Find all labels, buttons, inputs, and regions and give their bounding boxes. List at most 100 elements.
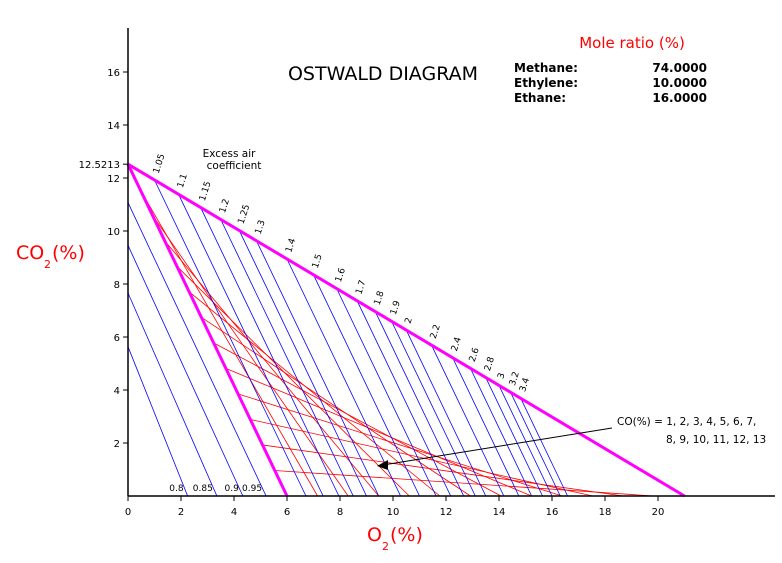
excess-air-line — [178, 194, 324, 497]
x-tick-label: 10 — [387, 507, 400, 518]
excess-air-title-line2: coefficient — [207, 160, 262, 172]
excess-air-label: 1.05 — [152, 153, 168, 175]
x-tick-label: 2 — [178, 507, 184, 518]
excess-air-title-line1: Excess air — [203, 148, 257, 160]
excess-air-label: 1.7 — [354, 279, 368, 296]
x-tick-label: 6 — [284, 507, 290, 518]
excess-air-line — [238, 230, 367, 497]
x-tick-label: 4 — [231, 507, 237, 518]
excess-air-labels-group: 1.051.1 1.151.2 1.251.31.41.51.61.71.81.92… — [152, 153, 532, 494]
excess-air-label: 2 — [404, 316, 415, 325]
excess-air-line — [431, 345, 505, 497]
x-tick-label: 16 — [546, 507, 559, 518]
y-tick-label: 12 — [107, 174, 120, 185]
y-axis-label-main: CO — [16, 242, 44, 264]
excess-air-line — [470, 368, 532, 497]
excess-air-line — [510, 392, 561, 497]
x-axis-label-main: O — [367, 524, 382, 546]
co-line — [176, 265, 410, 497]
excess-air-line — [200, 207, 340, 497]
excess-air-line — [520, 398, 568, 497]
y-axis-label-sub: 2 — [44, 258, 51, 271]
x-tick-label: 12 — [440, 507, 453, 518]
y-axis-label-unit: (%) — [52, 242, 85, 264]
co-line — [213, 342, 502, 497]
y-tick-label: 16 — [107, 68, 120, 79]
low-air-line — [127, 292, 218, 497]
excess-air-label: 1.2 — [218, 198, 232, 215]
low-air-line — [127, 245, 244, 497]
excess-air-lines-group — [127, 179, 568, 497]
excess-air-label: 1.25 — [237, 203, 253, 225]
co-line — [225, 368, 532, 497]
excess-air-line — [154, 179, 307, 497]
excess-air-label: 3.4 — [518, 376, 532, 393]
x-tick-label: 0 — [125, 507, 131, 518]
y-tick-label: 2 — [114, 439, 120, 450]
co-annotation-line2: 8, 9, 10, 11, 12, 13 — [666, 434, 766, 446]
excess-air-label: 1.6 — [334, 267, 348, 284]
low-air-line — [127, 202, 267, 497]
axes-group: 0 2 4 6 8 10 12 14 16 18 20 2 4 6 8 10 12 14 16 12.5213 — [79, 28, 775, 518]
excess-air-label: 3.2 — [508, 371, 522, 388]
excess-air-label: 1.9 — [389, 299, 403, 316]
low-air-label: 0.8 — [169, 484, 184, 494]
y-tick-label: 10 — [107, 227, 120, 238]
excess-air-line — [452, 357, 520, 497]
co-line — [164, 240, 380, 497]
excess-air-label: 1.15 — [198, 180, 214, 202]
x-tick-label: 20 — [652, 507, 665, 518]
y-tick-label: 4 — [114, 386, 120, 397]
co-annotation-arrow — [382, 427, 613, 466]
low-air-label: 0.85 — [193, 484, 213, 494]
excess-air-line — [498, 385, 553, 497]
excess-air-line — [336, 288, 437, 497]
excess-air-label: 2.6 — [468, 346, 482, 363]
mole-ratio-value: 16.0000 — [652, 91, 707, 105]
co-line — [188, 291, 441, 497]
mole-ratio-name: Methane: — [514, 61, 578, 75]
excess-air-label: 2.2 — [429, 323, 443, 340]
boundary-group — [126, 162, 686, 498]
y-max-co2-label: 12.5213 — [79, 160, 120, 171]
excess-air-label: 1.5 — [311, 253, 325, 270]
low-air-label: 0.95 — [242, 484, 262, 494]
excess-air-line — [286, 258, 401, 497]
excess-air-label: 1.1 — [176, 173, 190, 190]
complete-combustion-line — [127, 162, 686, 498]
excess-air-line — [405, 329, 487, 497]
x-axis-label-sub: 2 — [382, 540, 389, 553]
excess-air-line — [313, 274, 420, 497]
excess-air-label: 1.4 — [284, 237, 298, 254]
no-oxygen-line — [126, 163, 289, 497]
x-tick-label: 14 — [493, 507, 506, 518]
co-annotation: CO(%) = 1, 2, 3, 4, 5, 6, 7, 8, 9, 10, 1… — [377, 416, 766, 470]
mole-ratio-name: Ethane: — [514, 91, 566, 105]
excess-air-label: 2.8 — [483, 355, 497, 372]
mole-ratio-table: Methane: 74.0000 Ethylene: 10.0000 Ethan… — [514, 61, 707, 105]
x-axis-label-unit: (%) — [390, 524, 423, 546]
x-axis-label: O 2 (%) — [367, 524, 423, 553]
excess-air-label: 1.3 — [254, 219, 268, 236]
excess-air-label: 2.4 — [450, 336, 464, 353]
excess-air-line — [356, 300, 452, 497]
x-tick-label: 18 — [599, 507, 612, 518]
y-tick-label: 6 — [114, 333, 120, 344]
y-tick-label: 14 — [107, 121, 120, 132]
co-annotation-line1: CO(%) = 1, 2, 3, 4, 5, 6, 7, — [617, 416, 756, 428]
y-axis-label: CO 2 (%) — [16, 242, 85, 271]
excess-air-line — [256, 240, 380, 497]
chart-title: OSTWALD DIAGRAM — [288, 63, 478, 85]
y-tick-label: 8 — [114, 280, 120, 291]
low-air-label: 0.9 — [225, 484, 240, 494]
excess-air-line — [374, 311, 465, 497]
excess-air-line — [220, 219, 354, 497]
co-annotation-arrowhead — [377, 460, 388, 470]
excess-air-label: 3 — [496, 372, 507, 381]
low-air-line — [127, 346, 188, 497]
excess-air-line — [485, 377, 543, 497]
excess-air-label: 1.8 — [373, 290, 387, 307]
mole-ratio-value: 74.0000 — [652, 61, 707, 75]
mole-ratio-name: Ethylene: — [514, 76, 578, 90]
